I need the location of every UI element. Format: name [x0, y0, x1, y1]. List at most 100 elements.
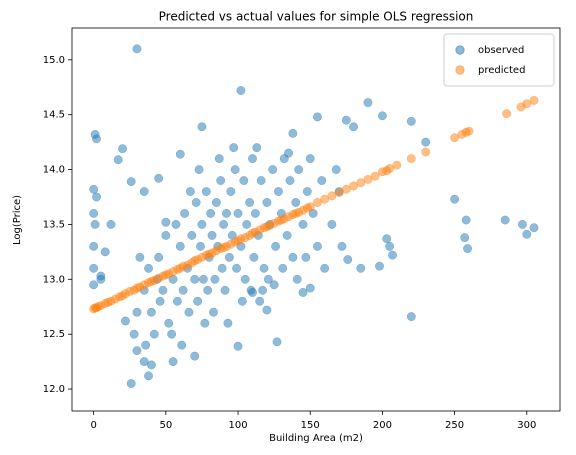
point	[201, 187, 211, 196]
point	[139, 357, 149, 367]
point	[502, 109, 512, 119]
point	[320, 194, 330, 204]
point	[255, 296, 265, 306]
point	[463, 244, 473, 254]
point	[343, 255, 353, 265]
point	[226, 187, 236, 196]
point	[146, 360, 156, 370]
point	[233, 341, 243, 351]
point	[200, 318, 210, 328]
point	[185, 187, 195, 196]
point	[327, 191, 337, 201]
point	[392, 160, 402, 170]
point	[190, 351, 200, 361]
y-axis-label: Log(Price)	[12, 195, 23, 245]
point	[269, 280, 279, 290]
point	[334, 188, 344, 198]
x-axis-label: Building Area (m2)	[269, 433, 363, 444]
point	[242, 219, 252, 229]
point	[89, 241, 99, 251]
point	[92, 134, 101, 144]
point	[220, 285, 230, 295]
x-tick-label: 50	[159, 420, 172, 431]
point	[154, 252, 164, 262]
legend-box	[443, 33, 555, 87]
point	[236, 86, 246, 96]
point	[421, 147, 431, 157]
point	[210, 274, 220, 284]
point	[89, 184, 99, 194]
point	[175, 241, 185, 251]
point	[207, 230, 217, 240]
point	[135, 252, 145, 262]
point	[89, 209, 99, 218]
point	[89, 263, 99, 273]
point	[406, 154, 416, 164]
point	[301, 252, 311, 262]
point	[263, 274, 273, 284]
point	[92, 192, 101, 202]
point	[388, 250, 397, 260]
point	[284, 148, 294, 158]
legend-marker	[455, 45, 465, 55]
point	[302, 187, 312, 196]
point	[385, 164, 395, 173]
point	[216, 176, 226, 185]
point	[146, 307, 156, 317]
point	[282, 230, 292, 240]
point	[197, 122, 207, 132]
y-tick-label: 13.5	[43, 219, 65, 230]
point	[141, 340, 151, 350]
point	[274, 187, 283, 196]
point	[460, 233, 470, 243]
point	[268, 165, 278, 175]
point	[178, 285, 188, 295]
point	[149, 329, 159, 339]
point	[180, 209, 190, 218]
point	[175, 149, 185, 159]
point	[191, 198, 201, 207]
x-tick-label: 150	[301, 420, 320, 431]
point	[529, 223, 539, 233]
point	[197, 219, 207, 229]
point	[90, 219, 100, 229]
point	[168, 357, 178, 367]
x-tick-label: 300	[517, 420, 536, 431]
point	[164, 318, 174, 328]
point	[158, 285, 168, 295]
point	[320, 263, 330, 273]
point	[217, 263, 227, 273]
point	[209, 307, 218, 317]
point	[288, 128, 298, 138]
point	[317, 176, 327, 185]
point	[312, 241, 322, 251]
point	[305, 283, 315, 293]
y-tick-label: 15.0	[43, 55, 65, 66]
point	[298, 219, 308, 229]
point	[172, 296, 182, 306]
x-tick-label: 0	[90, 420, 96, 431]
point	[252, 143, 262, 153]
point	[132, 346, 142, 356]
point	[259, 263, 269, 273]
series	[89, 44, 539, 389]
point	[167, 329, 177, 339]
chart-title: Predicted vs actual values for simple OL…	[159, 10, 474, 24]
point	[385, 241, 395, 251]
point	[245, 198, 255, 207]
y-tick-label: 14.5	[43, 110, 65, 121]
point	[184, 307, 194, 317]
point	[100, 247, 110, 257]
point	[500, 215, 510, 225]
point	[248, 154, 257, 164]
point	[312, 112, 322, 122]
point	[206, 209, 216, 218]
point	[305, 154, 315, 164]
point	[144, 263, 153, 273]
point	[294, 165, 304, 175]
point	[203, 285, 213, 295]
point	[285, 176, 295, 185]
point	[177, 340, 187, 350]
point	[298, 288, 308, 297]
x-tick-label: 200	[373, 420, 392, 431]
